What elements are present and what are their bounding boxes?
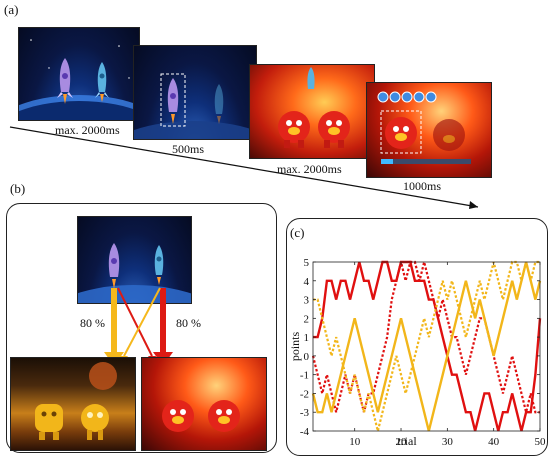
rocket-blue-icon — [307, 67, 315, 89]
alien-yellow-icon — [81, 404, 109, 440]
plot-frame — [312, 261, 541, 432]
frame-planet-art — [278, 67, 350, 148]
probability-right: 80 % — [176, 316, 201, 330]
frame-feedback-screen — [366, 82, 492, 178]
rocket-purple-icon — [167, 78, 179, 124]
time-label-feedback: 1000ms — [403, 179, 442, 193]
timeline-arrow — [9, 126, 479, 209]
y-tick-label: 5 — [304, 257, 310, 269]
progress-fill — [381, 159, 393, 164]
series-line-red-solid — [313, 260, 542, 432]
planet-yellow-image — [10, 357, 136, 451]
planet-yellow-art — [35, 362, 117, 440]
x-tick-label: 30 — [442, 436, 454, 448]
x-tick-label: 40 — [488, 436, 500, 448]
frame-feedback-art — [377, 91, 471, 164]
series-line-yellow-dotted — [313, 260, 540, 432]
series-line-red-dotted — [311, 260, 540, 414]
alien-red-icon — [433, 119, 465, 151]
y-axis-label: points — [288, 332, 302, 362]
rocket-blue-icon — [95, 62, 109, 102]
arrow-rare-red — [117, 287, 153, 357]
y-tick-label: -3 — [300, 407, 310, 419]
frame-choice-screen — [18, 27, 140, 121]
frame-selection-art — [134, 73, 256, 139]
alien-yellow-icon — [35, 404, 63, 440]
planet-red-image — [141, 357, 267, 451]
y-tick-label: 2 — [304, 313, 310, 325]
x-tick-label: 20 — [396, 436, 408, 448]
y-tick-label: 4 — [304, 276, 310, 288]
y-tick-label: 3 — [304, 295, 310, 307]
rocket-blue-icon — [154, 245, 164, 285]
alien-red-icon — [278, 111, 310, 148]
reward-chart-box — [286, 218, 548, 456]
y-tick-label: -4 — [300, 426, 310, 438]
arrow-rare-yellow — [123, 287, 161, 357]
coin-icon — [377, 91, 437, 103]
alien-red-icon — [208, 400, 240, 432]
y-tick-label: 0 — [304, 351, 310, 363]
rocket-purple-icon — [108, 243, 120, 289]
y-tick-label: 1 — [304, 332, 310, 344]
frame-planet-screen — [249, 64, 375, 159]
time-label-selection: 500ms — [172, 142, 205, 156]
y-tick-label: -2 — [300, 388, 309, 400]
progress-track — [381, 159, 471, 164]
panel-label-b: (b) — [10, 181, 26, 196]
time-label-choice: max. 2000ms — [55, 123, 120, 137]
panel-label-a: (a) — [4, 2, 19, 17]
x-tick-label: 50 — [535, 436, 547, 448]
x-axis-label: trial — [397, 434, 417, 448]
rocket-purple-icon — [57, 58, 73, 104]
planet-red-art — [162, 400, 240, 432]
alien-red-icon — [385, 117, 417, 149]
series-line-yellow-solid — [311, 261, 542, 432]
x-tick-label: 10 — [349, 436, 361, 448]
probability-left: 80 % — [80, 316, 105, 330]
task-structure-box — [6, 203, 277, 453]
alien-red-icon — [162, 400, 194, 432]
y-tick-label: -1 — [300, 370, 309, 382]
frame-selection-screen — [133, 45, 257, 140]
time-label-planet: max. 2000ms — [277, 162, 342, 176]
alien-red-icon — [318, 111, 350, 148]
rocket-blue-icon — [214, 84, 224, 124]
frame-choice-art — [19, 39, 139, 120]
